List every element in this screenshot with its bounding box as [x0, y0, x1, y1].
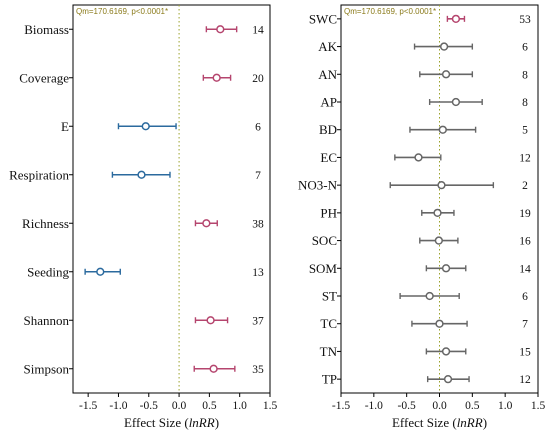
chart-1-frame — [72, 4, 271, 394]
chart-1-category-label: Richness — [22, 216, 69, 231]
chart-2-sample-size: 2 — [522, 180, 528, 192]
chart-2-category-label: AK — [318, 39, 337, 54]
chart-1-sample-size: 6 — [255, 121, 261, 133]
chart-2-sample-size: 14 — [519, 263, 531, 275]
chart-1-xtick-label: 0.5 — [202, 400, 217, 412]
chart-2-xtick-label: 0.0 — [432, 400, 447, 412]
chart-2-category-label: BD — [319, 122, 337, 137]
chart-2-sample-size: 12 — [519, 152, 531, 164]
chart-2-category-label: AN — [318, 67, 337, 82]
chart-1-xtick-label: -1.0 — [109, 400, 127, 412]
chart-2-sample-size: 5 — [522, 125, 528, 137]
chart-2-sample-size: 8 — [522, 97, 528, 109]
chart-1-category-label: Coverage — [19, 70, 69, 85]
chart-1-point — [212, 73, 221, 82]
chart-1-sample-size: 35 — [252, 364, 264, 376]
chart-2-xtick-label: -0.5 — [398, 400, 416, 412]
chart-2-category-label: NO3-N — [298, 178, 338, 193]
chart-1-category-label: Seeding — [27, 264, 69, 279]
chart-1-x-axis-label: Effect Size (lnRR) — [124, 415, 219, 430]
chart-1-sample-size: 38 — [252, 218, 264, 230]
chart-1-sample-size: 13 — [252, 267, 264, 279]
chart-2-xtick-label: 0.5 — [465, 400, 480, 412]
chart-1-sample-size: 7 — [255, 170, 261, 182]
chart-2-point — [437, 180, 446, 190]
chart-2-xtick-label: 1.5 — [531, 400, 546, 412]
chart-2-point — [439, 42, 449, 51]
chart-2-point — [441, 70, 451, 79]
chart-2-point — [414, 153, 423, 162]
chart-2-sample-size: 53 — [519, 14, 531, 26]
chart-2-point — [435, 319, 444, 328]
chart-1-xtick-label: -1.5 — [79, 400, 97, 412]
chart-1-category-label: Shannon — [24, 313, 70, 328]
chart-1-point — [216, 25, 225, 34]
chart-1-xtick-label: 0.0 — [172, 400, 187, 412]
chart-2-xtick-label: -1.0 — [365, 400, 383, 412]
chart-2-point — [441, 347, 451, 356]
chart-1-sample-size: 37 — [252, 315, 264, 327]
chart-2-category-label: SOC — [312, 233, 337, 248]
chart-2-category-label: TP — [322, 372, 337, 387]
chart-1-point — [202, 219, 211, 228]
chart-2-category-label: ST — [322, 289, 337, 304]
chart-1-sample-size: 14 — [252, 24, 264, 36]
chart-2-x-axis-label: Effect Size (lnRR) — [392, 415, 487, 430]
chart-1-point — [206, 316, 215, 325]
chart-1-point — [141, 122, 150, 131]
chart-2-category-label: TN — [320, 344, 338, 359]
chart-2-category-label: EC — [320, 150, 337, 165]
chart-1-xtick-label: 1.5 — [263, 400, 278, 412]
chart-2-sample-size: 7 — [522, 319, 528, 331]
chart-1-panel: Qm=170.6169, p<0.0001* Biomass 14 Coverage 2… — [9, 4, 278, 430]
chart-2-category-label: SOM — [309, 261, 338, 276]
chart-2-sample-size: 16 — [519, 236, 531, 248]
chart-2-point — [433, 208, 442, 218]
chart-2-category-label: AP — [320, 95, 337, 110]
chart-2-point — [438, 125, 447, 134]
chart-2-point — [451, 14, 461, 24]
chart-2-sample-size: 6 — [522, 42, 528, 54]
chart-2-sample-size: 12 — [519, 374, 531, 386]
chart-2-sample-size: 19 — [519, 208, 531, 220]
chart-2-category-label: PH — [320, 205, 337, 220]
chart-1-xtick-label: 1.0 — [233, 400, 248, 412]
chart-1-point — [137, 170, 146, 179]
chart-2-sample-size: 6 — [522, 291, 528, 303]
chart-2-xtick-label: 1.0 — [498, 400, 513, 412]
chart-1-point — [96, 267, 105, 276]
chart-1-sample-size: 20 — [252, 73, 264, 85]
chart-2-annotation: Qm=170.6169, p<0.0001* — [344, 7, 436, 16]
chart-2-point — [443, 374, 453, 384]
chart-2-sample-size: 8 — [522, 69, 528, 81]
chart-2-sample-size: 15 — [519, 346, 531, 358]
chart-2-panel: Qm=170.6169, p<0.0001* SWC 53 AK 6 AN 8 AP 8 BD 5 E… — [298, 4, 546, 430]
chart-1-xtick-label: -0.5 — [140, 400, 158, 412]
chart-2-xtick-label: -1.5 — [332, 400, 350, 412]
chart-2-category-label: TC — [320, 316, 337, 331]
chart-1-annotation: Qm=170.6169, p<0.0001* — [76, 7, 168, 16]
chart-1-category-label: E — [61, 119, 69, 134]
chart-2-point — [434, 236, 443, 245]
chart-1-category-label: Biomass — [24, 22, 69, 37]
chart-2-point — [441, 264, 451, 273]
chart-2-point — [425, 291, 434, 301]
chart-1-point — [209, 364, 218, 373]
chart-1-category-label: Simpson — [23, 361, 69, 376]
chart-2-frame — [340, 4, 539, 394]
chart-1-category-label: Respiration — [9, 167, 69, 182]
chart-2-category-label: SWC — [309, 11, 337, 26]
chart-2-point — [451, 97, 461, 107]
